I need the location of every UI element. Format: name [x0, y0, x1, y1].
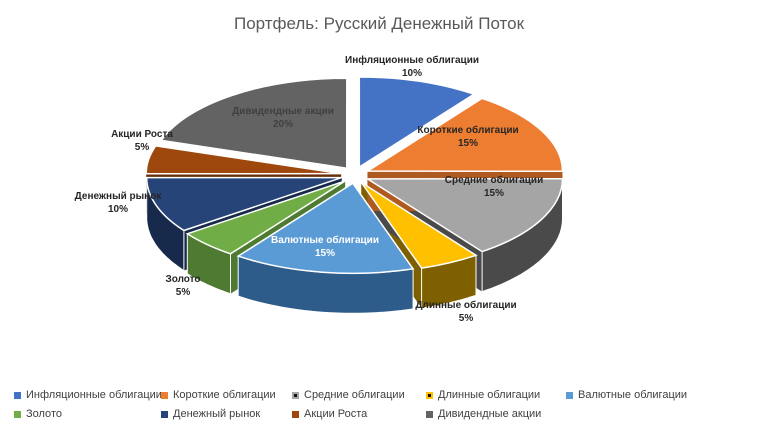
legend-label: Денежный рынок	[173, 408, 261, 420]
legend-swatch	[292, 391, 299, 399]
data-label-percent: 5%	[135, 142, 150, 153]
data-label-percent: 10%	[108, 204, 128, 215]
legend-swatch	[161, 391, 168, 399]
data-label-percent: 15%	[484, 188, 504, 199]
legend-item[interactable]: Валютные облигации	[566, 389, 687, 401]
legend-item[interactable]: Акции Роста	[292, 408, 367, 420]
data-label-percent: 5%	[459, 313, 474, 324]
data-label-name: Денежный рынок	[75, 191, 163, 202]
legend-swatch	[426, 410, 433, 418]
legend-label: Инфляционные облигации	[26, 389, 162, 401]
legend-item[interactable]: Короткие облигации	[161, 389, 276, 401]
data-label-percent: 10%	[402, 68, 422, 79]
data-label-percent: 5%	[176, 287, 191, 298]
data-label-name: Валютные облигации	[271, 234, 379, 246]
data-label-name: Золото	[165, 274, 200, 285]
pie-slice-3[interactable]	[364, 178, 564, 253]
legend-swatch	[566, 391, 573, 399]
data-label-name: Длинные облигации	[415, 299, 516, 311]
legend-label: Валютные облигации	[578, 389, 688, 401]
legend-item[interactable]: Дивидендные акции	[426, 408, 541, 420]
legend-label: Длинные облигации	[438, 389, 541, 401]
legend-item[interactable]: Инфляционные облигации	[14, 389, 162, 401]
legend-item[interactable]: Средние облигации	[292, 389, 405, 401]
data-label-name: Средние облигации	[445, 174, 543, 186]
legend-label: Средние облигации	[304, 389, 405, 401]
data-label-percent: 15%	[315, 248, 335, 259]
legend-item[interactable]: Длинные облигации	[426, 389, 540, 401]
pie-slice-5[interactable]	[236, 182, 415, 275]
legend-label: Короткие облигации	[173, 389, 276, 401]
chart-title: Портфель: Русский Денежный Поток	[233, 14, 525, 33]
legend-swatch	[14, 410, 21, 418]
pie-slice-1[interactable]	[358, 76, 476, 169]
legend-label: Акции Роста	[304, 408, 368, 420]
legend-label: Дивидендные акции	[438, 408, 542, 420]
data-label-name: Короткие облигации	[417, 124, 518, 136]
legend-swatch	[14, 391, 21, 399]
legend-item[interactable]: Золото	[14, 408, 62, 420]
data-label-percent: 20%	[273, 119, 293, 130]
data-label-name: Акции Роста	[111, 129, 173, 140]
data-label-name: Дивидендные акции	[232, 106, 334, 117]
pie-slice-6[interactable]	[185, 180, 346, 255]
pie-chart: Инфляционные облигации 10% Короткие облига…	[75, 54, 564, 324]
pie-slice-2[interactable]	[364, 97, 564, 172]
legend-label: Золото	[26, 408, 62, 420]
pie-slice-9[interactable]	[159, 77, 348, 170]
legend-swatch	[426, 391, 433, 399]
legend-item[interactable]: Денежный рынок	[161, 408, 260, 420]
data-label-percent: 15%	[458, 138, 478, 149]
pie-slice-4[interactable]	[360, 181, 478, 269]
data-label-name: Инфляционные облигации	[345, 54, 479, 66]
pie-slice-8[interactable]	[145, 145, 342, 175]
legend-swatch	[161, 410, 168, 418]
legend-swatch	[292, 410, 299, 418]
pie-slice-7[interactable]	[145, 176, 342, 232]
